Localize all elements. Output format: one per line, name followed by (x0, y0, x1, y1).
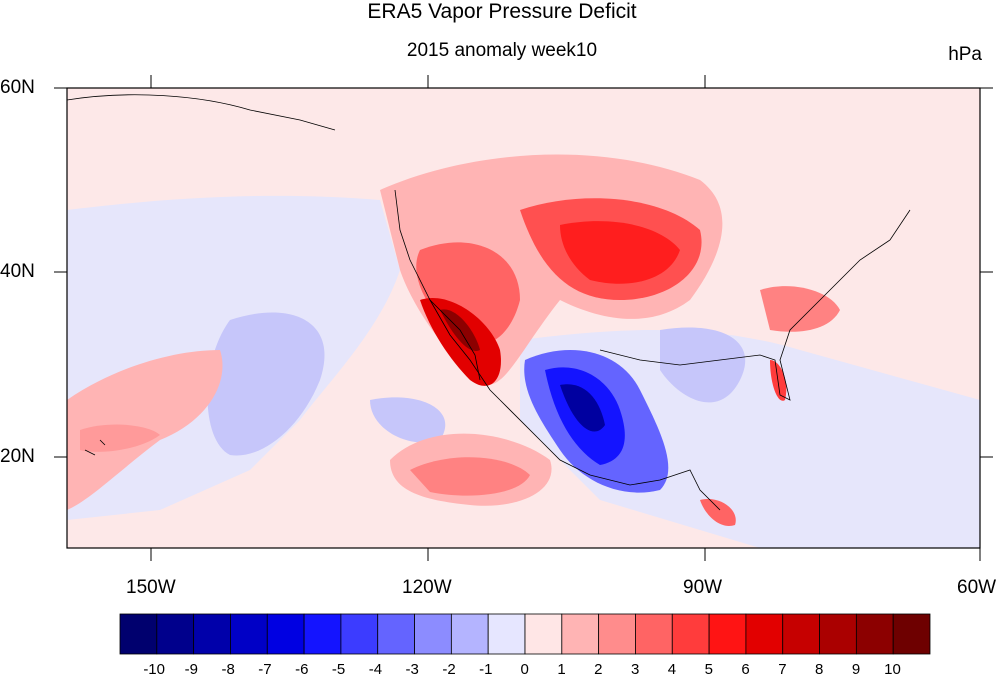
lon-label-90w: 90W (683, 577, 723, 598)
pacific-red-core (80, 424, 160, 452)
colorbar-box-3 (230, 613, 268, 655)
colorbar-box-6 (340, 613, 379, 655)
colorbar-label: -4 (368, 661, 383, 678)
gulf-blue (660, 327, 746, 403)
colorbar-box-21 (892, 613, 931, 655)
colorbar-box-19 (819, 613, 857, 655)
colorbar-label: 5 (704, 661, 713, 678)
colorbar (119, 613, 931, 655)
colorbar-box-17 (745, 613, 784, 655)
colorbar-label: -10 (143, 661, 165, 678)
colorbar-label: 6 (741, 661, 750, 678)
colorbar-box-7 (377, 613, 415, 655)
colorbar-box-13 (598, 613, 636, 655)
colorbar-label: 2 (594, 661, 603, 678)
colorbar-label: 10 (884, 661, 901, 678)
coastlines (67, 94, 911, 511)
lon-label-120w: 120W (402, 577, 452, 598)
colorbar-label: 7 (778, 661, 787, 678)
colorbar-box-16 (708, 613, 747, 655)
colorbar-box-12 (561, 613, 600, 655)
colorbar-box-11 (524, 613, 563, 655)
colorbar-label: 8 (815, 661, 824, 678)
colorbar-label: -7 (258, 661, 272, 678)
colorbar-box-9 (450, 613, 489, 655)
lon-label-60w: 60W (957, 577, 997, 598)
pacific-blue-swirl (207, 312, 325, 456)
colorbar-box-8 (414, 613, 452, 655)
southwest-core (420, 298, 501, 386)
baja-blue (370, 397, 446, 443)
colorbar-label: 3 (630, 661, 640, 678)
plains-core (560, 221, 680, 284)
units-label: hPa (948, 44, 982, 65)
tick-marks (54, 75, 993, 561)
colorbar-label: -8 (221, 661, 235, 678)
colorbar-box-15 (671, 613, 710, 655)
colorbar-label: -9 (184, 661, 198, 678)
colorbar-box-2 (193, 613, 231, 655)
colorbar-box-20 (855, 613, 894, 655)
colorbar-box-18 (782, 613, 820, 655)
anomaly-fields (67, 88, 980, 548)
colorbar-label: 9 (851, 661, 861, 678)
colorbar-box-14 (635, 613, 673, 655)
lat-label-60n: 60N (0, 77, 35, 98)
colorbar-box-4 (266, 613, 305, 655)
colorbar-box-10 (487, 613, 526, 655)
lon-label-150w: 150W (126, 577, 176, 598)
southeast-red (760, 286, 840, 332)
colorbar-label: -2 (442, 661, 456, 678)
colorbar-label: 1 (557, 661, 566, 678)
lat-label-40n: 40N (0, 261, 35, 282)
pacific-red-east-core (410, 457, 530, 496)
central-america-red (700, 499, 736, 526)
lat-label-20n: 20N (0, 446, 35, 467)
colorbar-box-0 (119, 613, 158, 655)
colorbar-label: -5 (331, 661, 346, 678)
map-frame (66, 87, 981, 549)
colorbar-box-5 (303, 613, 342, 655)
colorbar-label: -1 (479, 661, 493, 678)
colorbar-box-1 (156, 613, 195, 655)
colorbar-label: -3 (405, 661, 419, 678)
colorbar-label: 0 (520, 661, 529, 678)
mexico-blue-max (560, 384, 605, 432)
colorbar-label: 4 (667, 661, 677, 678)
figure-title: ERA5 Vapor Pressure Deficit (367, 0, 637, 23)
colorbar-label: -6 (295, 661, 309, 678)
figure-subtitle: 2015 anomaly week10 (406, 40, 598, 61)
